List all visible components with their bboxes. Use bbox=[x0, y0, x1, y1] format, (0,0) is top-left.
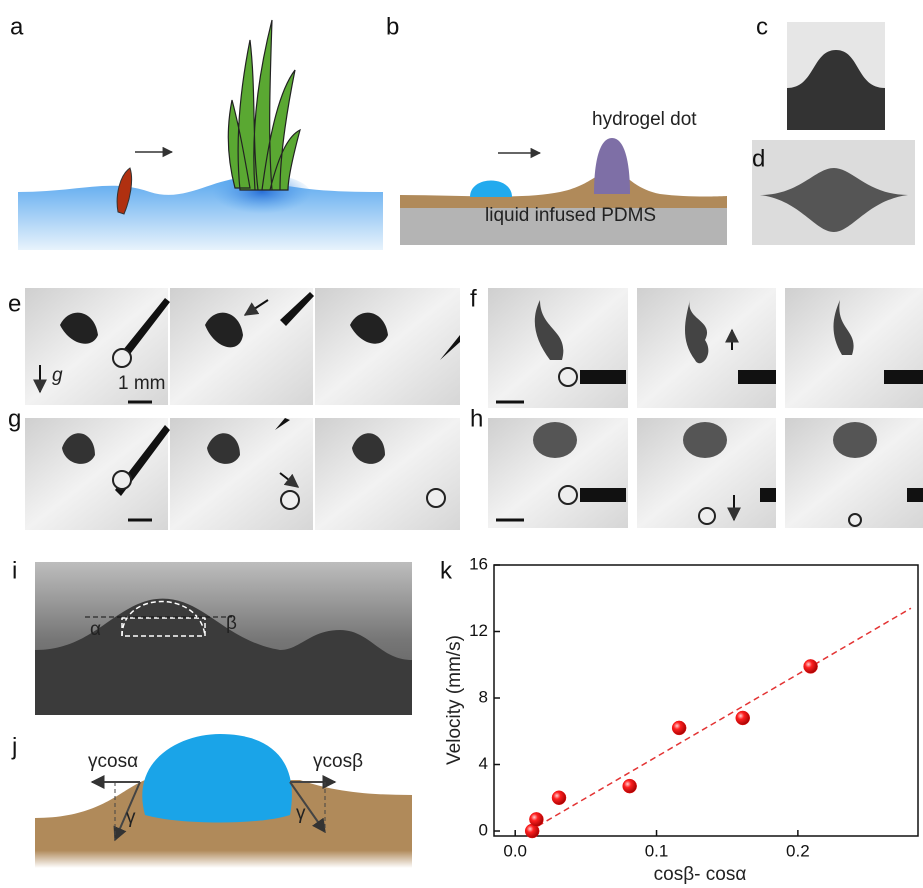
x-tick-label: 0.1 bbox=[645, 841, 669, 860]
data-point bbox=[552, 791, 566, 805]
annotation: β bbox=[226, 613, 237, 634]
data-point bbox=[623, 779, 637, 793]
panel-label: g bbox=[8, 405, 21, 432]
x-axis-label: cosβ- cosα bbox=[654, 864, 747, 885]
fit-line bbox=[529, 608, 911, 831]
y-axis-label: Velocity (mm/s) bbox=[444, 635, 465, 765]
annotation: 1 mm bbox=[118, 373, 166, 394]
panel-label: c bbox=[756, 13, 768, 40]
panel-label: d bbox=[752, 145, 765, 172]
annotation: γ bbox=[296, 803, 306, 824]
data-point bbox=[672, 721, 686, 735]
photo-d bbox=[752, 140, 915, 245]
panel-a-illustration bbox=[18, 20, 383, 250]
panel-label: i bbox=[12, 557, 17, 584]
annotation: liquid infused PDMS bbox=[485, 205, 656, 226]
panel-label: a bbox=[10, 13, 24, 40]
panel-label: b bbox=[386, 13, 399, 40]
panel-label: f bbox=[470, 285, 477, 312]
annotation: α bbox=[90, 619, 101, 640]
photos-e-g: g 1 mm bbox=[25, 288, 460, 530]
y-tick-label: 12 bbox=[469, 621, 488, 640]
x-tick-label: 0.0 bbox=[503, 841, 527, 860]
photo-c bbox=[787, 22, 885, 130]
y-tick-label: 8 bbox=[479, 687, 488, 706]
annotation: γ bbox=[126, 807, 136, 828]
data-point bbox=[736, 711, 750, 725]
annotation: g bbox=[52, 365, 63, 386]
panel-label: e bbox=[8, 290, 21, 317]
data-point bbox=[529, 812, 543, 826]
panel-label: j bbox=[11, 733, 17, 760]
annotation: hydrogel dot bbox=[592, 109, 697, 130]
panel-j-illustration: γcosα γcosβ γ γ bbox=[35, 734, 412, 868]
panel-label: k bbox=[440, 557, 453, 584]
panel-label: h bbox=[470, 405, 483, 432]
y-tick-label: 0 bbox=[479, 820, 488, 839]
y-tick-label: 16 bbox=[469, 554, 488, 573]
annotation: γcosα bbox=[88, 751, 138, 772]
x-tick-label: 0.2 bbox=[786, 841, 810, 860]
annotation: γcosβ bbox=[313, 751, 363, 772]
photos-f-h bbox=[488, 288, 923, 528]
data-point bbox=[804, 659, 818, 673]
figure: hydrogel dot liquid infused PDMS g 1 mm bbox=[0, 0, 923, 888]
y-tick-label: 4 bbox=[479, 754, 488, 773]
photo-i: α β bbox=[35, 562, 412, 715]
panel-b-illustration: hydrogel dot liquid infused PDMS bbox=[400, 109, 727, 245]
